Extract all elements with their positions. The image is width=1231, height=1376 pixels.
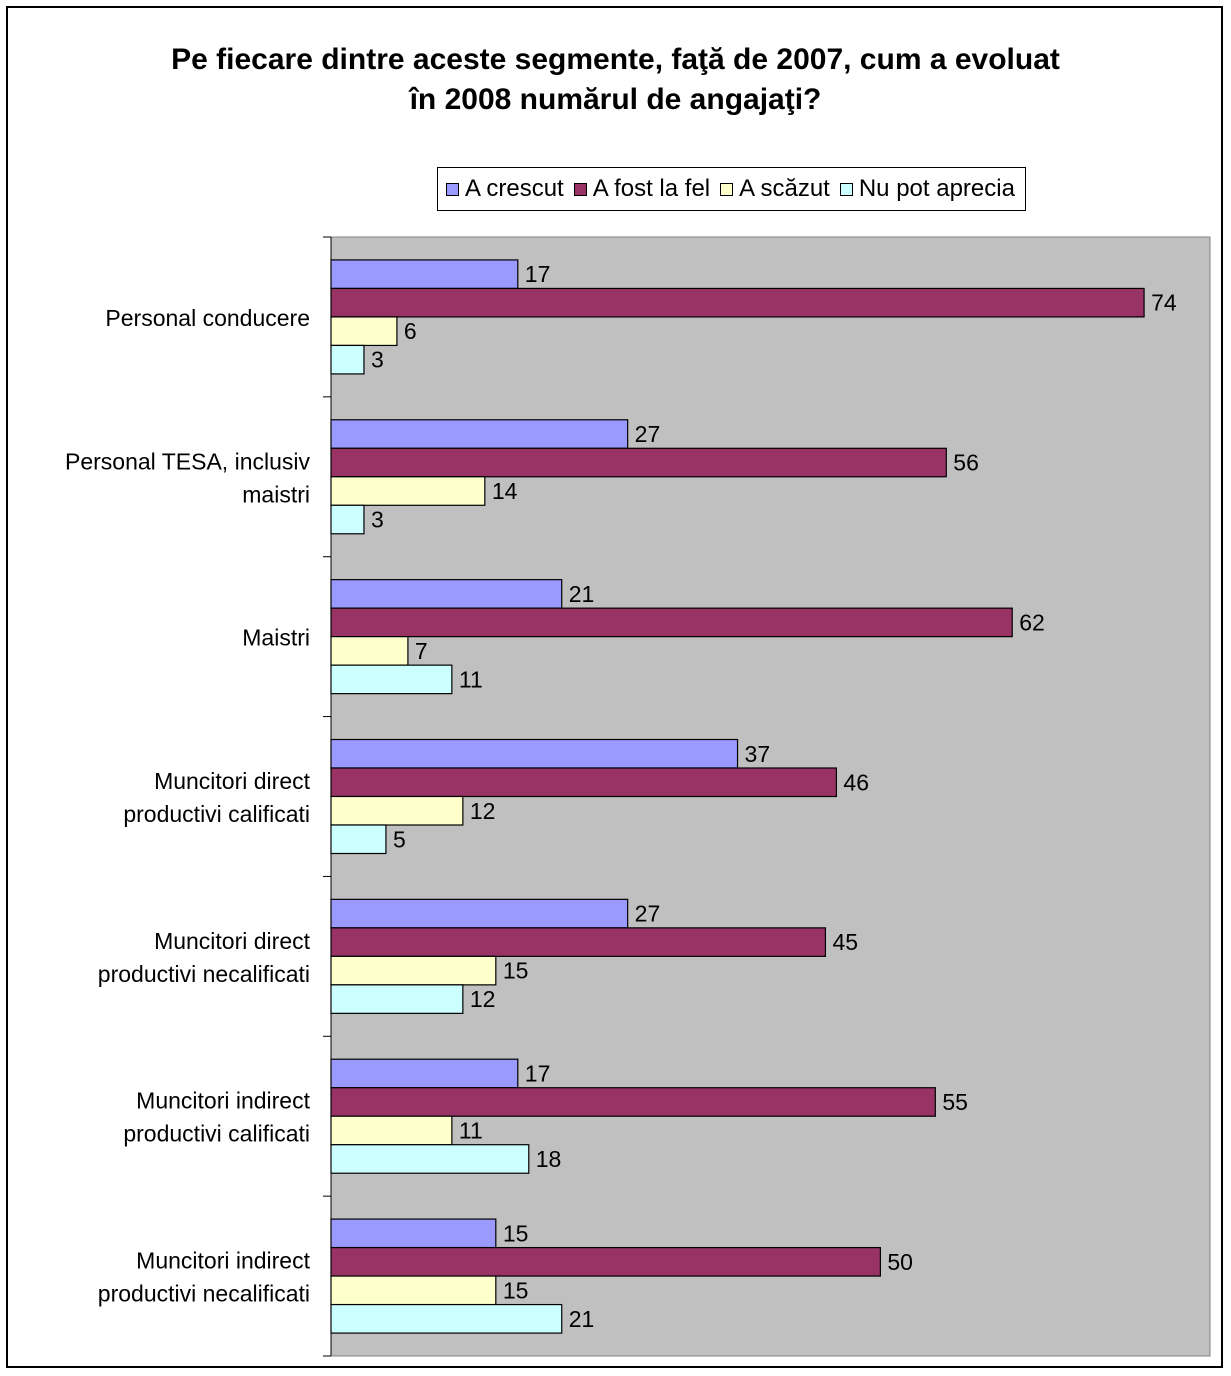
legend-label-nu-pot-aprecia: Nu pot aprecia [858, 175, 1015, 202]
data-label: 15 [503, 958, 529, 984]
bar [330, 738, 739, 769]
bar [330, 344, 365, 375]
data-label: 12 [470, 986, 496, 1012]
bar [330, 767, 838, 798]
bar [330, 419, 629, 449]
data-label: 3 [371, 507, 384, 533]
category-label: Muncitori indirect [136, 1248, 310, 1274]
data-label: 21 [569, 1306, 595, 1332]
data-label: 46 [843, 769, 869, 795]
data-label: 27 [635, 421, 661, 447]
category-label: Maistri [242, 625, 310, 651]
data-label: 11 [459, 1117, 483, 1143]
data-label: 27 [635, 901, 661, 927]
bar [330, 504, 365, 535]
category-label: productivi calificati [123, 801, 310, 827]
bar [330, 1087, 936, 1117]
data-label: 17 [525, 261, 551, 287]
legend-item-a-scazut: A scăzut [720, 175, 830, 203]
bar [330, 1303, 563, 1334]
category-label: productivi necalificati [98, 1281, 310, 1307]
data-label: 62 [1019, 609, 1045, 635]
bar [330, 664, 453, 695]
category-label: productivi necalificati [98, 961, 310, 987]
chart-title-line-1: Pe fiecare dintre aceste segmente, faţă … [171, 43, 1060, 76]
data-label: 11 [459, 666, 483, 692]
data-label: 21 [569, 581, 595, 607]
bar [330, 636, 409, 666]
bar [330, 984, 464, 1014]
legend-swatch-a-scazut [720, 182, 734, 196]
category-label: Muncitori direct [154, 928, 311, 954]
category-label: Personal conducere [105, 305, 310, 331]
category-label: Muncitori indirect [136, 1088, 310, 1114]
legend-swatch-a-crescut [446, 182, 459, 196]
data-label: 3 [371, 347, 384, 373]
bar [330, 447, 947, 478]
bar [330, 1218, 497, 1249]
data-label: 12 [470, 798, 496, 824]
bar [330, 259, 519, 290]
data-label: 17 [525, 1060, 551, 1086]
bar [330, 898, 629, 929]
legend-item-a-fost-la-fel: A fost la fel [573, 175, 711, 203]
bar [330, 476, 486, 506]
bar [330, 316, 398, 347]
data-label: 18 [536, 1146, 562, 1172]
bar [330, 795, 464, 826]
category-label: Muncitori direct [154, 768, 311, 794]
data-label: 14 [492, 478, 518, 504]
data-label: 15 [503, 1220, 529, 1246]
bar [330, 1115, 453, 1146]
data-label: 7 [415, 638, 428, 664]
bar [330, 1144, 530, 1174]
legend-swatch-nu-pot-aprecia [839, 182, 853, 196]
category-label: productivi calificati [123, 1121, 310, 1147]
bar [330, 955, 497, 986]
data-label: 50 [887, 1249, 913, 1275]
category-label: Personal TESA, inclusiv [65, 448, 311, 474]
data-label: 15 [503, 1277, 529, 1303]
bar [330, 607, 1013, 638]
legend-swatch-a-fost-la-fel [573, 182, 587, 196]
data-label: 5 [393, 826, 406, 852]
bar [330, 287, 1145, 318]
legend-label-a-fost-la-fel: A fost la fel [592, 175, 711, 202]
chart-legend: A crescut A fost la fel A scăzut Nu pot … [437, 167, 1026, 211]
chart-title: Pe fiecare dintre aceste segmente, faţă … [0, 40, 1231, 120]
legend-label-a-scazut: A scăzut [739, 175, 830, 202]
bar [330, 1275, 497, 1306]
legend-label-a-crescut: A crescut [465, 175, 564, 202]
category-label: maistri [242, 481, 310, 507]
bar [330, 579, 563, 609]
bar [330, 1058, 519, 1089]
data-label: 45 [832, 929, 858, 955]
chart-title-line-2: în 2008 numărul de angajaţi? [409, 83, 822, 116]
legend-item-nu-pot-aprecia: Nu pot aprecia [839, 175, 1015, 203]
bar [330, 824, 387, 855]
data-label: 74 [1151, 290, 1177, 316]
legend-item-a-crescut: A crescut [446, 175, 564, 203]
data-label: 55 [942, 1089, 968, 1115]
data-label: 37 [745, 741, 771, 767]
data-label: 6 [404, 318, 417, 344]
data-label: 56 [953, 450, 979, 476]
bar [330, 927, 827, 957]
bar [330, 1246, 881, 1277]
